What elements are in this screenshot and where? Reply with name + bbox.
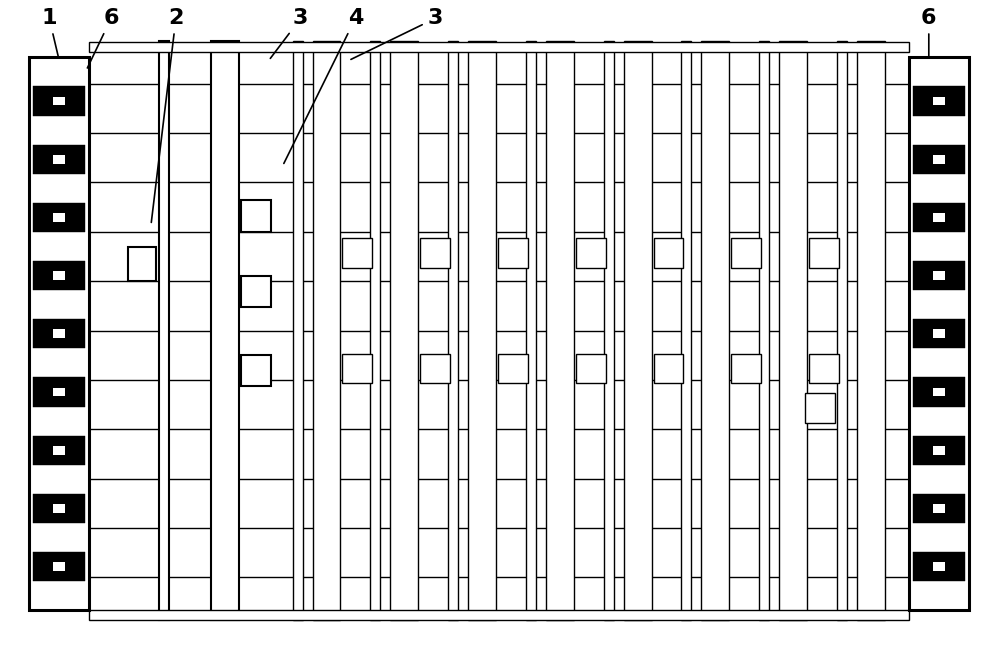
Text: 6: 6 [87, 9, 119, 68]
Bar [53, 213, 65, 221]
Bar [53, 97, 65, 105]
Bar [604, 41, 614, 620]
Bar [53, 504, 65, 513]
Text: 6: 6 [921, 9, 937, 58]
Bar [498, 239, 528, 268]
Bar [128, 247, 156, 281]
Bar [546, 41, 574, 620]
Bar [809, 354, 839, 383]
Bar [53, 563, 65, 571]
Bar [53, 271, 65, 280]
Bar [33, 319, 85, 348]
Text: 2: 2 [151, 9, 184, 223]
Bar [731, 354, 761, 383]
Bar [33, 261, 85, 290]
Bar [576, 239, 606, 268]
Bar [933, 563, 945, 571]
Bar [809, 239, 839, 268]
Bar [933, 97, 945, 105]
Bar [468, 41, 496, 620]
Bar [913, 261, 965, 290]
Bar [448, 41, 458, 620]
Bar [498, 354, 528, 383]
Bar [913, 319, 965, 348]
Bar [293, 41, 303, 620]
Bar [33, 552, 85, 581]
Bar [654, 354, 683, 383]
Bar [29, 58, 89, 610]
Bar [33, 203, 85, 232]
Bar [53, 155, 65, 163]
Bar [159, 41, 169, 620]
Bar [33, 436, 85, 465]
Bar [241, 200, 271, 232]
Bar [701, 41, 729, 620]
Bar [913, 145, 965, 174]
Bar [759, 41, 769, 620]
Bar [420, 239, 450, 268]
Bar [837, 41, 847, 620]
Bar [313, 41, 340, 620]
Bar [526, 41, 536, 620]
Bar [933, 155, 945, 163]
Bar [342, 239, 372, 268]
Bar [241, 276, 271, 307]
Bar [857, 41, 885, 620]
Bar [654, 239, 683, 268]
Text: 3: 3 [270, 9, 308, 58]
Bar [909, 58, 969, 610]
Bar [33, 377, 85, 407]
Bar [779, 41, 807, 620]
Bar [370, 41, 380, 620]
Bar [33, 494, 85, 523]
Bar [342, 354, 372, 383]
Bar [933, 504, 945, 513]
Bar [933, 387, 945, 397]
Bar [933, 271, 945, 280]
Bar [624, 41, 652, 620]
Bar [89, 610, 909, 620]
Bar [33, 87, 85, 116]
Bar [33, 145, 85, 174]
Bar [390, 41, 418, 620]
Bar [913, 436, 965, 465]
Bar [420, 354, 450, 383]
Bar [913, 552, 965, 581]
Text: 3: 3 [351, 9, 443, 59]
Bar [731, 239, 761, 268]
Bar [681, 41, 691, 620]
Bar [805, 393, 835, 422]
Bar [933, 446, 945, 455]
Bar [53, 387, 65, 397]
Text: 1: 1 [42, 9, 59, 58]
Bar [913, 87, 965, 116]
Text: 4: 4 [284, 9, 363, 163]
Bar [913, 494, 965, 523]
Bar [53, 446, 65, 455]
Bar [933, 329, 945, 338]
Bar [89, 42, 909, 52]
Bar [576, 354, 606, 383]
Bar [53, 329, 65, 338]
Bar [211, 41, 239, 620]
Bar [913, 203, 965, 232]
Bar [933, 213, 945, 221]
Bar [241, 355, 271, 387]
Bar [913, 377, 965, 407]
